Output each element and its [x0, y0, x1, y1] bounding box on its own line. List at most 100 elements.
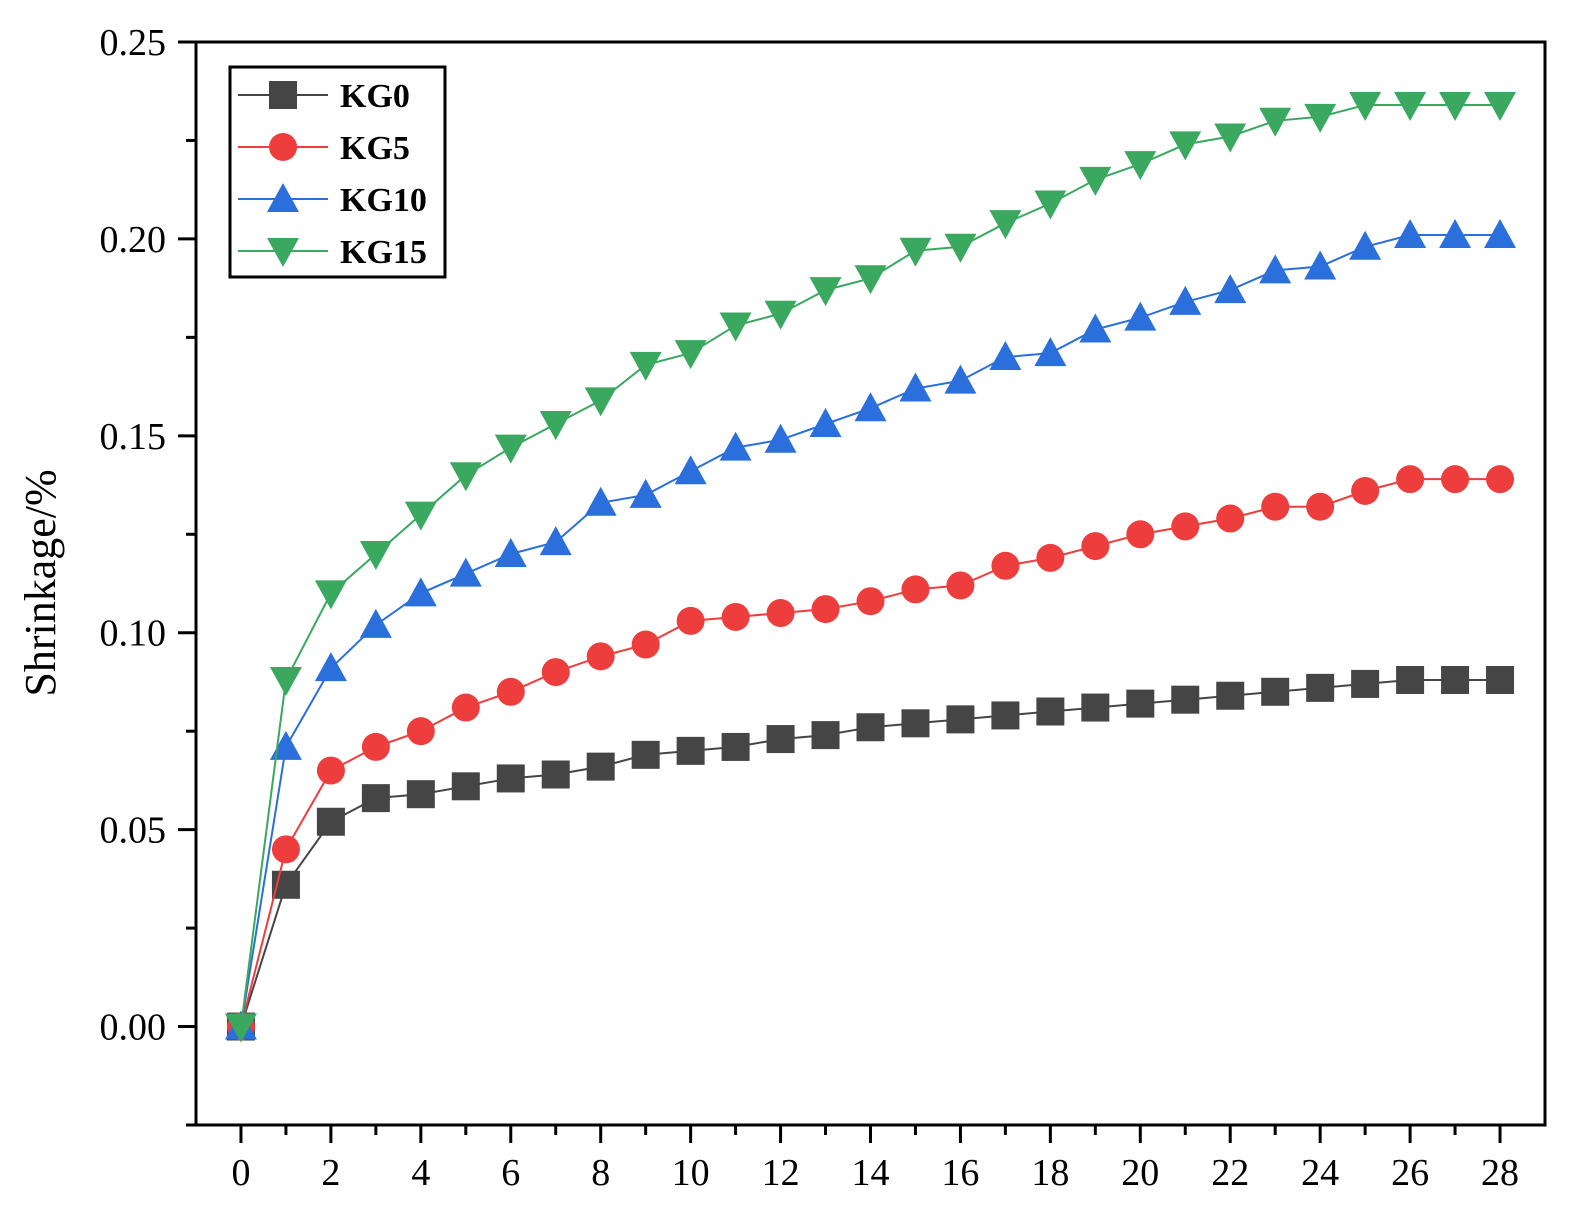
data-point-kg15 [404, 501, 437, 531]
data-point-kg10 [1349, 230, 1382, 260]
data-point-kg15 [629, 351, 662, 381]
data-point-kg10 [269, 730, 302, 760]
legend-marker [267, 238, 299, 267]
data-point-kg10 [1304, 250, 1337, 280]
data-point-kg15 [1259, 107, 1292, 137]
data-point-kg0 [946, 705, 975, 734]
x-tick-label: 6 [501, 1152, 520, 1194]
data-point-kg10 [449, 557, 482, 587]
data-point-kg10 [719, 431, 752, 461]
data-point-kg15 [1304, 103, 1337, 133]
data-point-kg0 [721, 732, 750, 761]
data-point-kg15 [269, 666, 302, 696]
data-point-kg0 [991, 701, 1020, 730]
data-point-kg5 [1441, 465, 1470, 494]
data-point-kg5 [676, 606, 705, 635]
data-point-kg5 [1171, 512, 1200, 541]
data-point-kg5 [631, 630, 660, 659]
data-point-kg0 [631, 740, 660, 769]
data-point-kg0 [586, 752, 615, 781]
data-point-kg15 [809, 277, 842, 307]
data-point-kg0 [1486, 665, 1515, 694]
data-point-kg0 [316, 807, 345, 836]
legend-label: KG5 [340, 130, 410, 167]
x-tick-label: 0 [231, 1152, 250, 1194]
y-axis-title: Shrinkage/% [16, 469, 65, 696]
data-point-kg15 [539, 411, 572, 441]
legend-marker [267, 183, 299, 212]
data-point-kg5 [361, 732, 390, 761]
data-point-kg5 [901, 575, 930, 604]
legend-label: KG15 [340, 234, 427, 271]
data-point-kg0 [496, 764, 525, 793]
data-point-kg10 [944, 364, 977, 394]
data-point-kg0 [1216, 681, 1245, 710]
data-point-kg0 [856, 713, 885, 742]
series-line-kg5 [240, 478, 1500, 1027]
x-tick-label: 20 [1121, 1152, 1159, 1194]
data-point-kg5 [1351, 476, 1380, 505]
data-point-kg15 [224, 1013, 257, 1043]
data-point-kg10 [359, 608, 392, 638]
data-point-kg15 [359, 540, 392, 570]
data-point-kg10 [1394, 218, 1427, 248]
data-point-kg0 [811, 721, 840, 750]
data-point-kg5 [1396, 465, 1425, 494]
data-point-kg10 [1079, 313, 1112, 343]
data-point-kg15 [674, 340, 707, 370]
legend-marker [269, 81, 297, 109]
data-point-kg10 [1484, 218, 1517, 248]
data-point-kg15 [854, 265, 887, 295]
data-point-kg5 [541, 658, 570, 687]
data-point-kg5 [856, 587, 885, 616]
y-tick-label: 0.10 [100, 613, 167, 655]
y-tick-label: 0.15 [100, 416, 167, 458]
data-point-kg15 [1214, 123, 1247, 153]
data-point-kg10 [1259, 254, 1292, 284]
data-point-kg0 [1396, 665, 1425, 694]
data-point-kg15 [1484, 92, 1517, 122]
data-point-kg15 [1169, 131, 1202, 161]
x-tick-label: 24 [1301, 1152, 1339, 1194]
legend-label: KG10 [340, 182, 427, 219]
data-point-kg15 [1079, 166, 1112, 196]
data-point-kg10 [629, 478, 662, 508]
y-tick-label: 0.00 [100, 1007, 167, 1049]
x-tick-label: 2 [321, 1152, 340, 1194]
data-point-kg15 [764, 300, 797, 330]
data-point-kg10 [1124, 301, 1157, 331]
y-tick-label: 0.25 [100, 22, 167, 64]
legend-entry-kg0: KG0 [238, 78, 410, 115]
data-point-kg0 [766, 725, 795, 754]
data-point-kg0 [1171, 685, 1200, 714]
x-tick-label: 4 [411, 1152, 430, 1194]
data-point-kg0 [1351, 669, 1380, 698]
series-kg10 [224, 218, 1517, 1040]
data-point-kg5 [811, 595, 840, 624]
data-point-kg5 [721, 602, 750, 631]
x-tick-label: 8 [591, 1152, 610, 1194]
data-point-kg0 [676, 736, 705, 765]
legend: KG0 KG5 KG10 KG15 [228, 65, 447, 279]
legend-label: KG0 [340, 78, 410, 115]
data-point-kg10 [854, 392, 887, 422]
data-point-kg5 [1081, 532, 1110, 561]
data-point-kg5 [586, 642, 615, 671]
data-point-kg5 [766, 599, 795, 628]
data-point-kg10 [539, 526, 572, 556]
data-point-kg10 [1034, 337, 1067, 367]
data-point-kg5 [1261, 492, 1290, 521]
data-point-kg5 [1036, 543, 1065, 572]
legend-entry-kg5: KG5 [238, 130, 410, 167]
data-point-kg15 [1124, 151, 1157, 181]
data-point-kg10 [494, 537, 527, 567]
data-point-kg10 [1439, 218, 1472, 248]
legend-entry-kg10: KG10 [238, 182, 427, 219]
data-point-kg10 [404, 577, 437, 607]
data-point-kg0 [406, 780, 435, 809]
legend-box [228, 65, 447, 279]
y-axis: 0.00 0.05 0.10 0.15 0.20 0.25 [100, 22, 196, 1127]
data-point-kg0 [1306, 673, 1335, 702]
data-point-kg5 [316, 756, 345, 785]
